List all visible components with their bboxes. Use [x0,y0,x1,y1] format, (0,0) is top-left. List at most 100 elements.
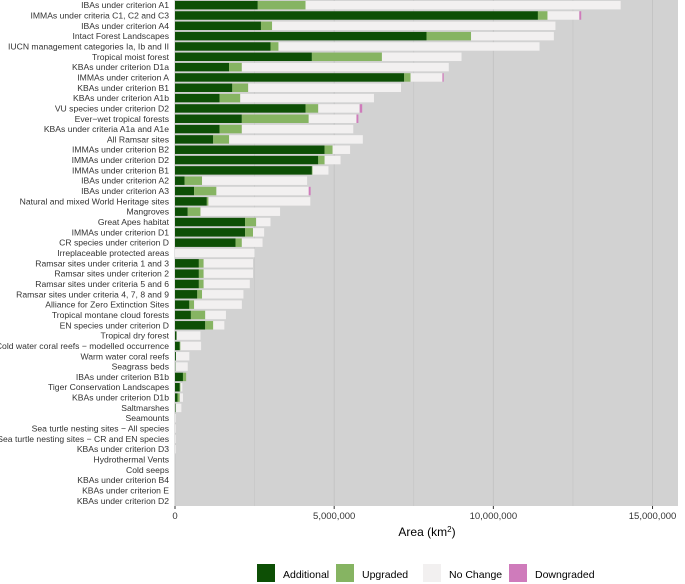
bar-segment-upgraded [318,155,325,165]
bar-segment-upgraded [426,31,472,41]
bar-segment-additional [175,331,177,340]
category-label: Mangroves [126,207,169,217]
category-label: IMMAs under criterion D2 [72,155,170,165]
bar-segment-upgraded [197,290,203,299]
bar-segment-no-change [547,11,580,20]
bar-segment-upgraded [198,269,204,278]
bar-segment-upgraded [311,52,382,62]
bar-segment-additional [175,83,233,93]
category-label: Ramsar sites under criteria 1 and 3 [35,258,169,268]
bar-segment-additional [175,352,176,361]
category-label: KBAs under criteria A1a and A1e [44,124,169,134]
category-label: Saltmarshes [121,403,169,413]
category-label: All Ramsar sites [107,134,169,144]
bar-segment-additional [175,52,312,62]
bar-segment-additional [175,321,206,330]
category-label: KBAs under criterion B4 [77,475,169,485]
bar-segment-upgraded [179,341,181,351]
bar-segment-additional [175,114,242,123]
x-tick-label: 15,000,000 [629,511,677,522]
bar-segment-additional [175,393,178,402]
bar-segment-additional [175,300,190,309]
bar-segment-additional [175,259,199,268]
bar-segment-additional [175,383,180,392]
category-label: Tropical dry forest [101,331,170,341]
category-label: Cold water coral reefs − modelled occurr… [0,341,169,351]
legend-swatch-no-change [423,564,441,582]
bar-segment-additional [175,372,183,382]
bar-segment-no-change [175,248,255,258]
bar-segment-no-change [176,331,201,340]
bar-segment-upgraded [194,186,217,196]
bar-segment-upgraded [213,135,230,144]
bar-segment-additional [175,166,312,175]
bar-segment-additional [175,279,199,289]
bar-segment-no-change [175,424,176,433]
category-label: Ramsar sites under criteria 5 and 6 [35,279,169,289]
category-label: Sea turtle nesting sites − CR and EN spe… [0,434,169,444]
bar-segment-upgraded [198,279,204,289]
bar-segment-no-change [272,21,556,31]
legend-label: Upgraded [362,569,408,581]
bar-segment-downgraded [442,73,444,82]
bar-segment-no-change [410,73,443,82]
bar-segment-additional [175,217,246,227]
bar-segment-no-change [229,135,363,144]
bar-segment-upgraded [235,238,242,247]
bar-segment-no-change [216,186,309,196]
legend: Additional Upgraded No Change Downgraded [257,564,595,582]
bar-segment-additional [175,42,271,51]
legend-label: Additional [283,569,329,581]
category-label: EN species under criterion D [60,320,169,330]
bar-segment-additional [175,197,207,206]
bar-segment-upgraded [245,217,257,227]
bar-segment-additional [175,31,427,41]
bar-segment-no-change [180,383,183,392]
bar-segment-no-change [471,31,554,41]
bar-segment-upgraded [305,104,319,113]
bar-segment-upgraded [257,0,306,10]
legend-label: No Change [449,569,502,581]
bar-segment-no-change [175,352,190,361]
bar-segment-additional [175,362,176,371]
category-label: Tropical montane cloud forests [52,310,169,320]
category-label: Hydrothermal Vents [94,455,169,465]
legend-swatch-upgraded [336,564,354,582]
bar-segment-no-change [175,362,188,371]
bar-segment-no-change [318,104,360,113]
bar-segment-no-change [203,259,253,268]
category-label: Sea turtle nesting sites − All species [32,424,169,434]
x-axis-title-superscript: 2 [447,525,452,534]
category-label: IBAs under criterion A1 [81,0,169,10]
bar-segment-no-change [175,413,176,423]
bar-segment-upgraded [311,166,313,175]
x-tick-label: 5,000,000 [313,511,355,522]
bar-segment-additional [175,228,246,237]
category-label: IBAs under criterion A4 [81,21,169,31]
category-label: IBAs under criterion B1b [76,372,169,382]
category-label: IMMAs under criterion A [77,72,169,82]
bar-segment-additional [175,341,180,351]
bar-segment-no-change [324,155,341,165]
bar-segment-upgraded [219,124,242,134]
bar-segment-no-change [240,93,374,103]
bar-segment-no-change [241,238,263,247]
category-label: KBAs under criterion D1a [72,62,169,72]
category-label: VU species under criterion D2 [55,103,169,113]
bar-segment-additional [175,124,220,134]
category-label: Ramsar sites under criterion 2 [54,269,169,279]
category-label: Irreplaceable protected areas [57,248,169,258]
bar-segment-no-change [203,269,253,278]
bar-segment-additional [175,73,405,82]
bar-segment-no-change [256,217,271,227]
category-label: IMMAs under criterion B2 [72,145,169,155]
bar-segment-upgraded [219,93,241,103]
bar-segment-no-change [179,393,183,402]
bar-segment-upgraded [270,42,279,51]
bar-segment-additional [175,238,236,247]
category-label: KBAs under criterion A1b [73,93,169,103]
category-label: Great Apes habitat [98,217,170,227]
category-label: IMMAs under criterion B1 [72,165,169,175]
bar-segment-no-change [194,300,242,309]
category-label: IUCN management categories Ia, Ib and II [8,41,169,51]
